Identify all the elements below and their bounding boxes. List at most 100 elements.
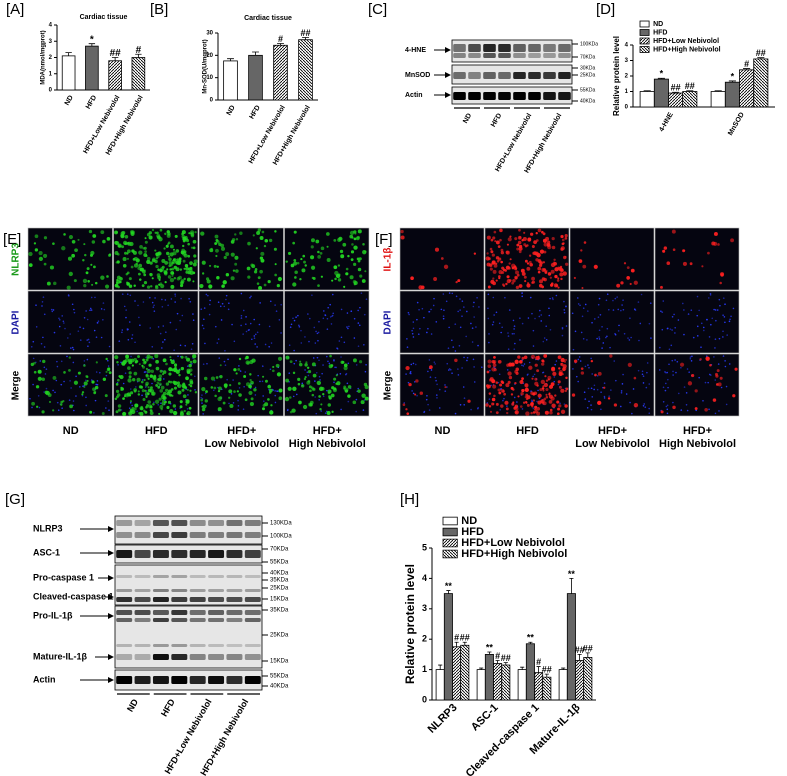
fluorescence-dot: [633, 402, 639, 408]
fluorescence-dot: [512, 319, 515, 322]
fluorescence-dot: [671, 329, 673, 331]
fluorescence-dot: [708, 336, 711, 338]
fluorescence-dot: [717, 363, 720, 365]
fluorescence-dot: [220, 243, 225, 248]
fluorescence-dot: [432, 304, 435, 307]
legend-label: HFD+High Nebivolol: [461, 548, 567, 560]
fluorescence-dot: [363, 313, 366, 316]
fluorescence-dot: [297, 377, 301, 381]
fluorescence-dot: [326, 328, 329, 331]
fluorescence-dot: [452, 346, 455, 348]
fluorescence-dot: [95, 361, 98, 364]
fluorescence-dot: [429, 365, 433, 369]
fluorescence-dot: [116, 393, 121, 397]
panel-label: [F]: [375, 231, 393, 248]
fluorescence-dot: [581, 315, 584, 318]
fluorescence-dot: [68, 295, 70, 297]
fluorescence-dot: [128, 371, 132, 375]
fluorescence-dot: [505, 282, 508, 286]
fluorescence-dot: [276, 284, 280, 288]
fluorescence-dot: [505, 250, 510, 255]
fluorescence-dot: [682, 249, 686, 253]
fluorescence-dot: [73, 409, 75, 412]
column-label: HFD+: [227, 425, 256, 437]
fluorescence-dot: [231, 323, 233, 326]
fluorescence-dot: [698, 309, 700, 312]
fluorescence-dot: [463, 306, 465, 308]
fluorescence-dot: [473, 366, 475, 368]
fluorescence-dot: [641, 370, 644, 373]
fluorescence-dot: [633, 308, 636, 310]
fluorescence-dot: [71, 239, 76, 244]
fluorescence-dot: [85, 271, 89, 275]
fluorescence-dot: [669, 328, 672, 330]
fluorescence-dot: [347, 400, 350, 403]
blot-band: [171, 550, 188, 558]
fluorescence-dot: [666, 404, 669, 407]
fluorescence-dot: [249, 373, 252, 376]
fluorescence-dot: [329, 316, 332, 318]
row-label: DAPI: [11, 310, 22, 334]
fluorescence-dot: [91, 283, 94, 286]
fluorescence-dot: [320, 410, 323, 412]
fluorescence-dot: [75, 395, 77, 397]
fluorescence-dot: [210, 386, 214, 389]
fluorescence-dot: [305, 361, 308, 364]
blot-band: [171, 575, 188, 578]
blot-band: [189, 644, 206, 647]
fluorescence-dot: [262, 404, 266, 407]
fluorescence-dot: [605, 299, 608, 302]
fluorescence-dot: [557, 286, 560, 289]
fluorescence-dot: [254, 386, 257, 389]
fluorescence-dot: [106, 237, 111, 241]
blot-band: [134, 520, 151, 526]
fluorescence-dot: [151, 301, 154, 304]
fluorescence-dot: [528, 260, 532, 264]
fluorescence-dot: [175, 249, 180, 253]
fluorescence-dot: [603, 382, 606, 384]
fluorescence-dot: [66, 337, 69, 339]
fluorescence-dot: [201, 324, 204, 327]
fluorescence-dot: [547, 272, 552, 276]
fluorescence-dot: [471, 341, 474, 343]
fluorescence-dot: [411, 332, 414, 335]
fluorescence-dot: [292, 241, 296, 245]
fluorescence-dot: [560, 277, 563, 281]
fluorescence-dot: [359, 274, 363, 278]
fluorescence-dot: [189, 373, 193, 376]
fluorescence-dot: [189, 384, 193, 388]
fluorescence-dot: [349, 275, 354, 280]
fluorescence-dot: [170, 388, 174, 391]
fluorescence-dot: [315, 371, 318, 374]
fluorescence-dot: [220, 319, 223, 321]
fluorescence-dot: [500, 404, 504, 408]
y-tick-label: 4: [49, 23, 53, 29]
fluorescence-dot: [245, 330, 248, 333]
fluorescence-dot: [182, 236, 187, 241]
blot-band: [134, 610, 151, 615]
fluorescence-dot: [732, 307, 735, 310]
bar: [534, 672, 544, 701]
fluorescence-dot: [217, 390, 221, 393]
fluorescence-dot: [204, 342, 206, 345]
fluorescence-dot: [125, 309, 127, 311]
fluorescence-dot: [36, 405, 39, 408]
fluorescence-dot: [230, 393, 233, 395]
fluorescence-dot: [633, 280, 638, 285]
fluorescence-dot: [617, 308, 620, 311]
fluorescence-dot: [718, 337, 721, 340]
fluorescence-dot: [520, 388, 525, 393]
fluorescence-dot: [714, 309, 717, 311]
blot-band: [189, 597, 206, 602]
fluorescence-dot: [121, 362, 124, 365]
fluorescence-dot: [169, 268, 172, 271]
fluorescence-dot: [201, 394, 203, 396]
fluorescence-dot: [207, 294, 209, 297]
bar: [484, 654, 494, 701]
fluorescence-dot: [596, 375, 599, 377]
blot-band: [134, 532, 151, 538]
fluorescence-dot: [189, 360, 193, 364]
fluorescence-dot: [136, 410, 138, 413]
fluorescence-dot: [530, 411, 533, 415]
fluorescence-dot: [513, 396, 516, 399]
